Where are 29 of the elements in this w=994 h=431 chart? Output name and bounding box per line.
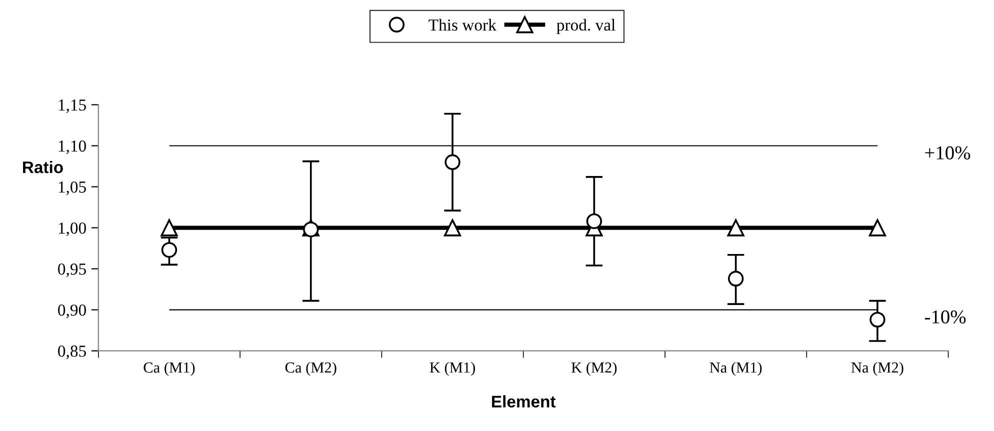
x-tick-label: Na (M2) [851, 362, 904, 376]
x-tick-label: K (M2) [571, 362, 617, 376]
point [870, 312, 886, 328]
point [160, 219, 178, 236]
point [444, 154, 460, 170]
y-axis-title: Ratio [23, 160, 63, 174]
x-axis-title: Element [492, 395, 556, 408]
text: +10% [925, 146, 970, 160]
y-tick-label: 0,95 [58, 264, 86, 278]
text: -10% [924, 310, 966, 324]
x-tick-label: Na (M1) [710, 362, 762, 376]
point [586, 213, 602, 230]
point [444, 219, 462, 236]
x-tick-label: Ca (M1) [144, 362, 195, 376]
point [161, 242, 178, 258]
point [868, 219, 886, 236]
point [728, 270, 744, 286]
y-tick-label: 1,00 [58, 222, 86, 236]
y-tick-label: 1,10 [58, 140, 86, 154]
legend-label: prod. val [556, 18, 616, 34]
y-tick-label: 0,90 [58, 304, 86, 318]
x-tick-label: Ca (M2) [285, 362, 336, 376]
y-tick-label: 1,15 [58, 100, 86, 114]
x-tick-label: K (M1) [430, 362, 475, 376]
point [303, 222, 319, 238]
point [727, 219, 744, 236]
y-tick-label: 1,05 [58, 181, 86, 196]
y-tick-label: 0,85 [58, 346, 86, 360]
legend-label: This work [428, 18, 496, 31]
